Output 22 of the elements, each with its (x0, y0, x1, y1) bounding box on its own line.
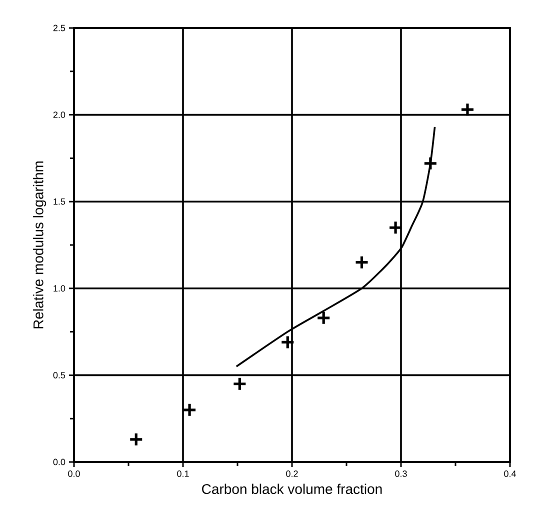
point (232, 376, 247, 392)
point (316, 310, 331, 326)
y-tick-label: 0.5 (53, 372, 66, 378)
x-tick-label: 0.2 (286, 470, 298, 477)
point (280, 334, 295, 350)
point (460, 102, 475, 117)
line-series (236, 126, 436, 368)
y-tick-label: 0.0 (53, 458, 66, 466)
point (182, 402, 197, 418)
point (354, 255, 370, 270)
x-tick-label: 0.1 (177, 470, 189, 477)
point (423, 156, 438, 171)
x-axis-title: Carbon black volume fraction (202, 484, 382, 494)
x-tick-label: 0.4 (504, 470, 516, 477)
y-axis-title: Relative modulus logarithm (33, 162, 46, 328)
y-tick-label: 1.5 (54, 198, 66, 205)
y-tick-label: 2.0 (53, 112, 66, 118)
y-tick-label: 2.5 (53, 24, 66, 32)
x-tick-label: 0.3 (395, 470, 407, 477)
y-tick-label: 1.0 (54, 285, 66, 292)
point (128, 432, 144, 447)
x-tick-label: 0.0 (68, 470, 80, 477)
